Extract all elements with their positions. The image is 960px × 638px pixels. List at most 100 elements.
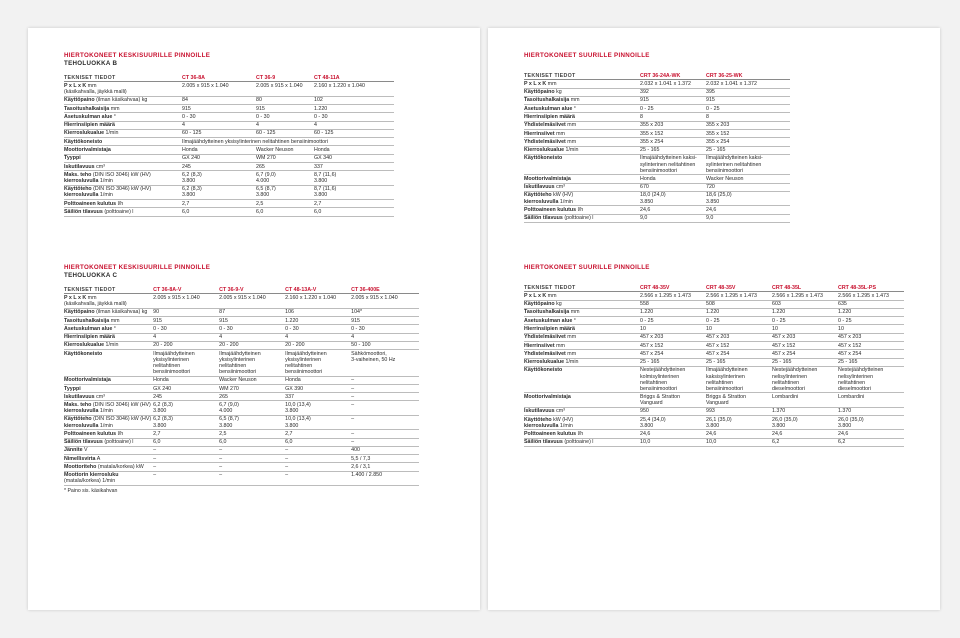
row-label: Tyyppi — [64, 384, 154, 394]
row-label-unit: (matala/korkea) kW — [96, 463, 144, 470]
table-cell: 0 - 30 — [219, 324, 286, 334]
row-label: Käyttöteho kW (HV) kierrosluvulla 1/min — [524, 415, 640, 431]
table-row: Käyttökoneisto Ilmajäähdytteinen kaksi- s… — [524, 154, 790, 176]
table-cell: 0 - 25 — [640, 316, 706, 326]
table-cell: Honda — [640, 174, 706, 184]
row-label-unit: mm — [109, 317, 120, 324]
table-cell: 24,6 — [838, 429, 904, 439]
table-cell: 6,2 (8,3) 3.800 — [182, 170, 256, 186]
table-cell: 6,0 — [219, 438, 286, 447]
row-label: Yhdistelmäsiivet mm — [524, 137, 640, 147]
row-label-secondary-unit: 1/min — [98, 408, 113, 415]
table-cell: 1.220 — [706, 308, 772, 318]
row-label-main: Moottorin kierrosluku — [64, 472, 119, 479]
row-label-main: Hierrinsiivet — [524, 130, 555, 137]
table-row: Käyttöteho kW (HV) kierrosluvulla 1/min 25… — [524, 415, 904, 431]
row-label-main: Iskutilavuus — [524, 408, 555, 415]
table-row: Käyttöteho kW (HV) kierrosluvulla 1/min 18… — [524, 191, 790, 207]
row-label-secondary: kierrosluvulla — [524, 198, 559, 205]
row-label-main: Käyttöpaino — [64, 309, 95, 316]
row-label-main: Käyttökoneisto — [524, 155, 563, 162]
row-label-main: P x L x K — [64, 294, 87, 301]
table-cell: 87 — [219, 308, 286, 317]
row-label-main: Yhdistelmäsiivet — [524, 334, 566, 341]
table-row: Hierrinsiipien määrä 4 4 4 — [64, 121, 394, 130]
row-label-main: Yhdistelmäsiivet — [524, 350, 566, 357]
row-label: Yhdistelmäsiivet mm — [524, 121, 640, 130]
table-cell: 915 — [706, 96, 790, 106]
table-cell: 24,6 — [772, 429, 838, 439]
row-label-main: Hierrinsiipien määrä — [64, 334, 115, 341]
column-header-model: CRT 36-25-WK — [706, 72, 790, 81]
table-cell: 2.566 x 1.295 x 1.473 — [640, 291, 706, 301]
row-label-main: Yhdistelmäsiivet — [524, 122, 566, 129]
row-label-unit: kg — [554, 89, 562, 96]
table-cell: 6,7 (9,0) 4.000 — [256, 170, 314, 186]
row-label-main: Säiliön tilavuus — [64, 439, 103, 446]
table-cell: 4 — [182, 121, 256, 130]
table-cell: – — [153, 446, 220, 456]
table-row: Säiliön tilavuus (polttoaine) l 6,0 6,0 6,0 — [64, 207, 394, 217]
row-label: Tasoitushalkaisija mm — [524, 96, 640, 106]
row-label: Yhdistelmäsiivet mm — [524, 333, 640, 342]
table-cell: – — [153, 454, 220, 464]
table-row: Maks. teho (DIN ISO 3046) kW (HV) kierros… — [64, 170, 394, 186]
table-cell: 993 — [706, 407, 772, 417]
table-cell: 457 x 203 — [706, 333, 772, 342]
table-row: Asetuskulman alue ° 0 - 30 0 - 30 0 - 30 — [64, 112, 394, 122]
table-row: Hierrinsiipien määrä 8 8 — [524, 112, 790, 122]
table-cell: GX 340 — [314, 154, 394, 163]
table-cell: 1.220 — [838, 308, 904, 318]
left-page: HIERTOKONEET KESKISUURILLE PINNOILLE TEHO… — [28, 28, 480, 610]
row-label: Säiliön tilavuus (polttoaine) l — [64, 438, 154, 447]
row-label-main: Asetuskulman alue — [524, 105, 573, 112]
table-cell: 8 — [640, 112, 706, 122]
row-label-main: Polttoaineen kulutus — [64, 200, 117, 207]
row-label-unit: mm — [546, 292, 557, 299]
table-cell: 4 — [285, 333, 352, 342]
table-cell: Honda — [314, 145, 394, 155]
row-label-main: Moottorivalmistaja — [64, 377, 111, 384]
table-cell: 5,5 / 7,3 — [351, 454, 420, 464]
row-label: Hierrinsiipien määrä — [64, 121, 182, 130]
table-cell: Honda — [153, 376, 220, 385]
row-label-unit: mm — [565, 350, 577, 357]
row-label: Käyttöpaino kg — [524, 300, 640, 309]
row-label: Iskutilavuus cm³ — [524, 183, 640, 192]
table-cell: 2.005 x 915 x 1.040 — [256, 81, 314, 97]
row-label: Moottorivalmistaja — [524, 392, 640, 408]
table-cell: 0 - 30 — [314, 112, 394, 122]
table-cell: 106 — [285, 308, 352, 317]
table-cell: 457 x 254 — [772, 349, 838, 359]
table-cell: 2,7 — [153, 429, 220, 439]
table-cell: Ilmajäähdytteinen yksisylinterinen nelit… — [285, 349, 352, 377]
section-subtitle: TEHOLUOKKA B — [64, 60, 118, 67]
table-cell: 6,0 — [182, 207, 256, 217]
row-label-main: Iskutilavuus — [524, 184, 555, 191]
table-cell: 457 x 152 — [772, 341, 838, 351]
table-cell: – — [153, 462, 220, 472]
table-cell: 25 - 165 — [640, 146, 706, 155]
table-row: Hierrinsiipien määrä 10 10 10 10 — [524, 324, 904, 334]
table-cell: 10 — [838, 324, 904, 334]
row-label-main: Kierroslukualue — [524, 147, 565, 154]
table-cell: – — [351, 438, 420, 447]
row-label-main: Tasoitushalkaisija — [524, 309, 570, 316]
row-label-main: Nimellisvirta — [64, 455, 96, 462]
table-cell: – — [219, 454, 286, 464]
row-label-main: Tasoitushalkaisija — [64, 317, 110, 324]
section-title: HIERTOKONEET SUURILLE PINNOILLE — [524, 264, 650, 271]
table-row: Hierrinsiipien määrä 4 4 4 4 — [64, 333, 420, 342]
row-label-unit: l/h — [116, 200, 124, 207]
table-cell: 670 — [640, 183, 706, 192]
row-label-unit: cm³ — [94, 393, 105, 400]
table-cell: 6,5 (8,7) 3.800 — [219, 415, 286, 431]
spec-section-suurille-1: HIERTOKONEET SUURILLE PINNOILLE TEKNISET … — [524, 52, 790, 223]
table-cell: – — [351, 384, 420, 394]
section-subtitle: TEHOLUOKKA C — [64, 272, 118, 279]
table-cell: 0 - 25 — [640, 104, 706, 114]
row-label: Kierroslukualue 1/min — [524, 358, 640, 367]
table-cell: – — [153, 471, 220, 487]
table-row: Yhdistelmäsiivet mm 457 x 203 457 x 203 457… — [524, 333, 904, 342]
table-row: Hierrinsiivet mm 355 x 152 355 x 152 — [524, 129, 790, 139]
